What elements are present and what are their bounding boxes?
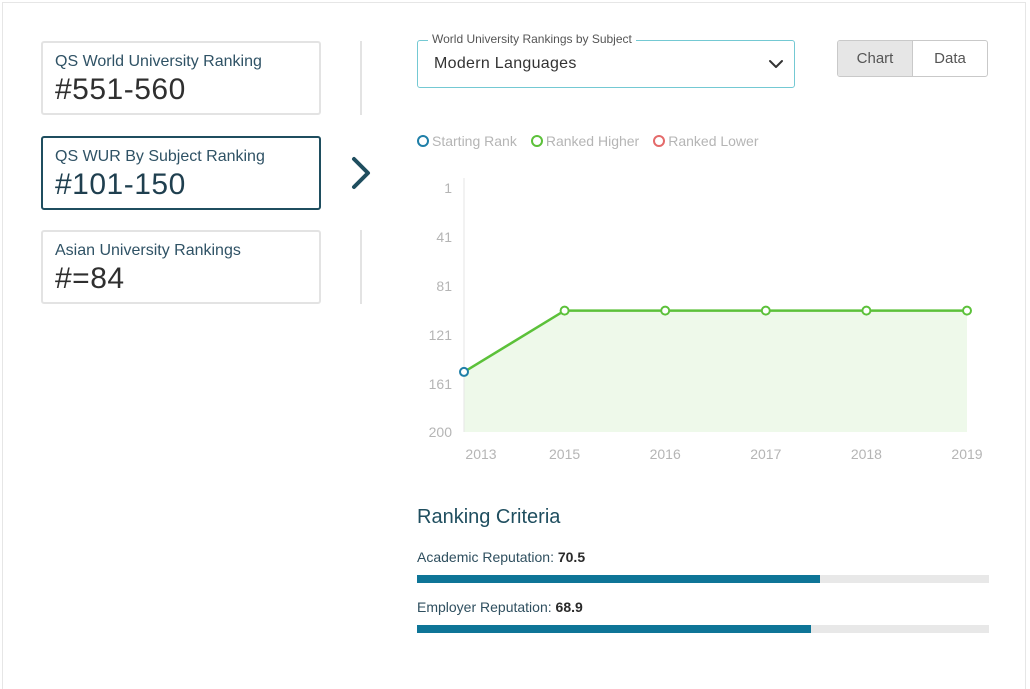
series-line: [463, 309, 967, 373]
data-point: [459, 366, 469, 377]
x-tick-label: 2019: [951, 446, 982, 462]
legend-item-higher[interactable]: Ranked Higher: [530, 133, 640, 149]
subject-select-value: Modern Languages: [434, 55, 577, 72]
legend-marker-starting: [417, 135, 429, 147]
x-tick-label: 2015: [549, 446, 580, 462]
x-tick-label: 2016: [650, 446, 681, 462]
series-area: [464, 310, 967, 432]
legend-label: Starting Rank: [432, 133, 517, 149]
score-bar-track: [417, 625, 989, 633]
subject-select-label: World University Rankings by Subject: [428, 32, 636, 46]
ranking-card-value: #551-560: [55, 73, 186, 106]
y-tick-label: 1: [444, 180, 452, 196]
data-point: [660, 305, 671, 316]
chevron-down-icon: [769, 60, 783, 68]
chart-legend: Starting Rank Ranked Higher Ranked Lower: [417, 133, 759, 149]
score-bar-track: [417, 575, 989, 583]
legend-item-lower[interactable]: Ranked Lower: [653, 133, 759, 149]
data-point: [760, 305, 771, 316]
legend-item-starting[interactable]: Starting Rank: [417, 133, 517, 149]
criterion-name: Academic Reputation:: [417, 549, 554, 565]
criterion-name: Employer Reputation:: [417, 599, 552, 615]
criteria-title: Ranking Criteria: [417, 506, 561, 528]
criterion-label: Employer Reputation: 68.9: [417, 599, 989, 621]
y-tick-label: 200: [429, 424, 453, 440]
data-toggle-button[interactable]: Data: [934, 50, 966, 67]
y-tick-label: 81: [436, 278, 452, 294]
rank-history-chart: 1 41 81 121 161 200 2013 2015 2016 2017 2018 2019: [429, 178, 983, 462]
criterion-score: 70.5: [557, 549, 586, 565]
legend-marker-higher: [530, 135, 543, 147]
legend-marker-lower: [653, 135, 666, 147]
chevron-right-icon: [352, 157, 370, 189]
score-bar-fill: [417, 575, 821, 583]
divider: [360, 230, 362, 304]
x-tick-label: 2013: [465, 446, 496, 462]
ranking-card-title: Asian University Rankings: [55, 242, 241, 259]
ranking-card-world[interactable]: QS World University Ranking #551-560: [41, 41, 321, 115]
score-bar-fill: [417, 625, 812, 633]
y-tick-label: 161: [429, 376, 453, 392]
data-point: [559, 305, 570, 316]
data-point: [861, 305, 872, 316]
criterion-label: Academic Reputation: 70.5: [417, 549, 989, 571]
data-point: [962, 305, 972, 316]
chart-toggle-button[interactable]: Chart: [838, 41, 913, 76]
y-tick-label: 41: [436, 229, 452, 245]
criterion-employer-reputation: Employer Reputation: 68.9: [417, 599, 989, 633]
ranking-card-asian[interactable]: Asian University Rankings #=84: [41, 230, 321, 304]
view-toggle: Chart Data: [837, 40, 988, 77]
ranking-card-value: #101-150: [55, 168, 186, 201]
divider: [360, 41, 362, 115]
y-tick-label: 121: [429, 327, 453, 343]
x-tick-label: 2017: [750, 446, 781, 462]
ranking-card-title: QS World University Ranking: [55, 53, 262, 70]
x-tick-label: 2018: [851, 446, 882, 462]
criterion-academic-reputation: Academic Reputation: 70.5: [417, 549, 989, 583]
subject-select[interactable]: World University Rankings by Subject Mod…: [417, 32, 795, 88]
legend-label: Ranked Lower: [668, 133, 759, 149]
ranking-card-title: QS WUR By Subject Ranking: [55, 148, 265, 165]
legend-label: Ranked Higher: [545, 133, 640, 149]
criterion-score: 68.9: [555, 599, 583, 615]
ranking-card-subject[interactable]: QS WUR By Subject Ranking #101-150: [41, 136, 321, 210]
ranking-card-value: #=84: [55, 262, 125, 295]
